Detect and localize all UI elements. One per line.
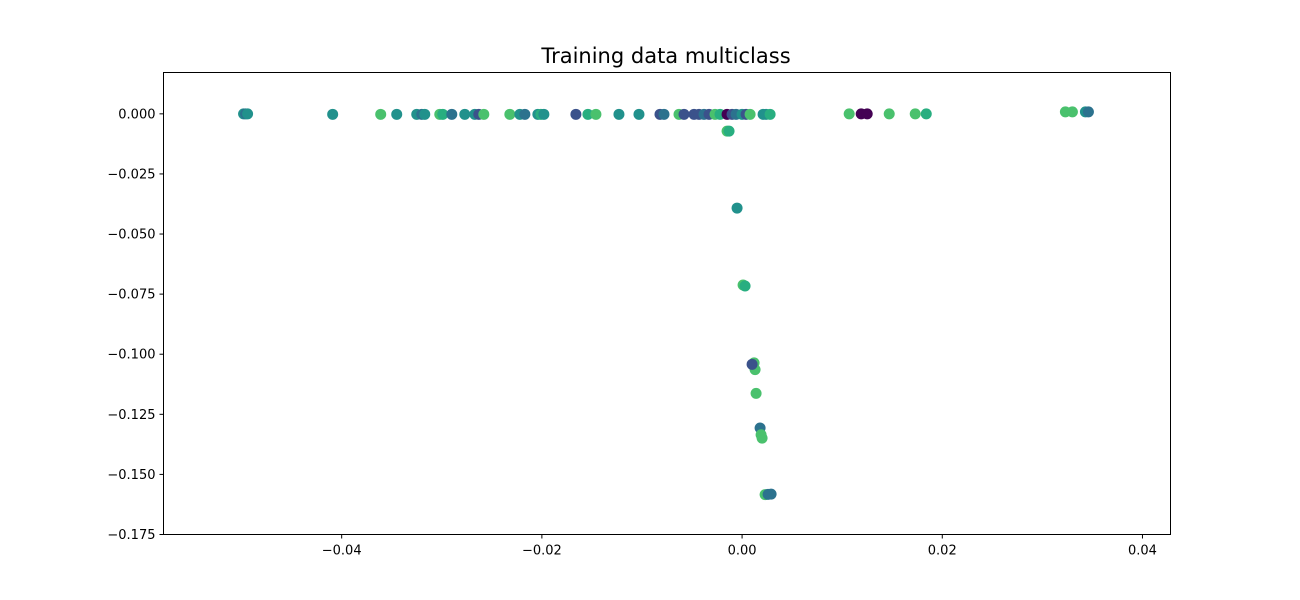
x-tick-label: −0.02	[522, 544, 562, 559]
scatter-point	[391, 108, 403, 120]
scatter-point	[504, 108, 516, 120]
scatter-point	[538, 108, 550, 120]
scatter-point	[582, 108, 594, 120]
scatter-point	[920, 108, 932, 120]
scatter-point	[765, 488, 777, 500]
y-tick-label: −0.150	[107, 468, 155, 483]
y-tick-label: −0.175	[107, 528, 155, 543]
points-layer	[238, 106, 1094, 501]
scatter-point	[519, 108, 531, 120]
scatter-point	[446, 108, 458, 120]
scatter-point	[750, 387, 762, 399]
scatter-point	[1082, 106, 1094, 118]
scatter-point	[764, 108, 776, 120]
scatter-point	[570, 108, 582, 120]
scatter-point	[242, 108, 254, 120]
plot-area-frame	[163, 72, 1171, 535]
scatter-point	[613, 108, 625, 120]
scatter-point	[633, 108, 645, 120]
scatter-point	[419, 108, 431, 120]
scatter-point	[746, 358, 758, 370]
scatter-point	[909, 108, 921, 120]
scatter-point	[437, 108, 449, 120]
y-tick-label: −0.125	[107, 408, 155, 423]
ticks-layer: −0.04 −0.02 0.00 0.02 0.04 0.000 −0.025 −0.050 −…	[107, 107, 1157, 558]
scatter-point	[843, 108, 855, 120]
scatter-point	[678, 108, 690, 120]
y-tick-label: −0.100	[107, 348, 155, 363]
scatter-point	[1066, 106, 1078, 118]
x-tick-label: 0.04	[1128, 544, 1157, 559]
x-tick-label: 0.02	[928, 544, 957, 559]
scatter-point	[744, 108, 756, 120]
scatter-point	[731, 202, 743, 214]
scatter-point	[723, 125, 735, 137]
scatter-point	[658, 108, 670, 120]
scatter-point	[478, 108, 490, 120]
x-tick-label: 0.00	[728, 544, 757, 559]
y-tick-label: −0.050	[107, 228, 155, 243]
scatter-point	[756, 432, 768, 444]
x-tick-label: −0.04	[322, 544, 362, 559]
chart-title: Training data multiclass	[540, 44, 790, 68]
y-tick-label: −0.025	[107, 167, 155, 182]
scatter-point	[375, 108, 387, 120]
scatter-point	[590, 108, 602, 120]
scatter-point	[459, 108, 471, 120]
scatter-point	[327, 108, 339, 120]
y-tick-label: −0.075	[107, 288, 155, 303]
scatter-point	[739, 280, 751, 292]
scatter-point	[861, 108, 873, 120]
scatter-point	[883, 108, 895, 120]
y-tick-label: 0.000	[118, 107, 155, 122]
